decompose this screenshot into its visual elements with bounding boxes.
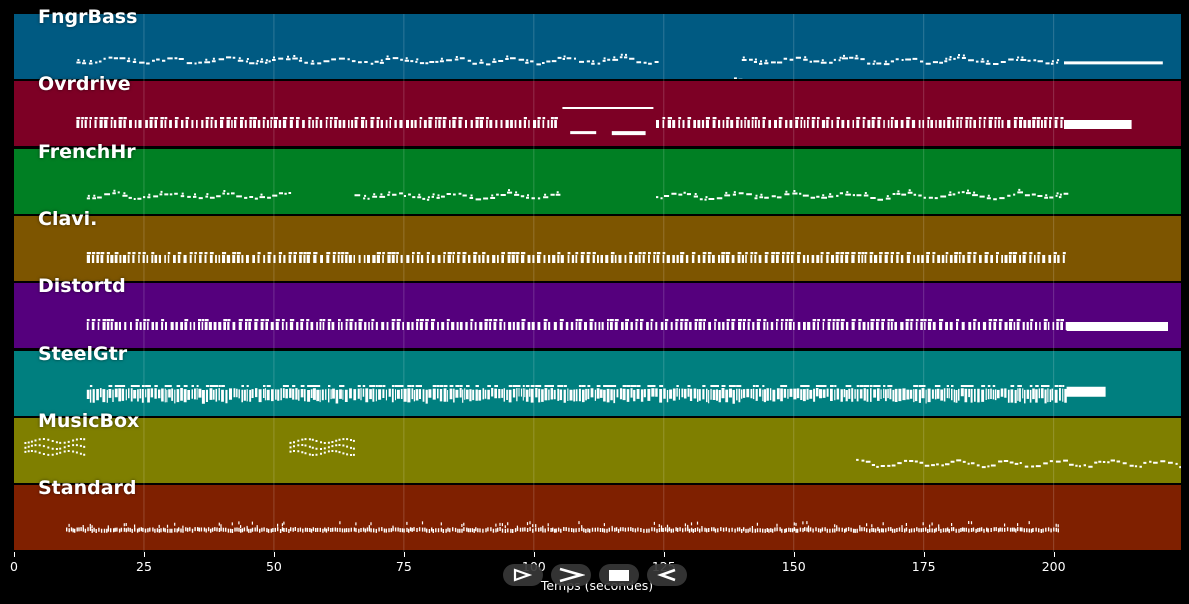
note-marks xyxy=(86,188,1069,201)
notes-layer xyxy=(86,319,1168,332)
x-tick-mark xyxy=(273,552,275,557)
note-marks xyxy=(86,319,1168,332)
track-steelgtr: SteelGtr xyxy=(14,343,1181,416)
x-tick-mark xyxy=(533,552,535,557)
track-label: FrenchHr xyxy=(38,140,136,163)
x-tick-mark xyxy=(403,552,405,557)
x-tick-mark xyxy=(923,552,925,557)
track-label: SteelGtr xyxy=(38,342,128,365)
track-label: Standard xyxy=(38,477,137,500)
x-tick-label: 75 xyxy=(395,559,412,574)
x-tick-label: 50 xyxy=(265,559,282,574)
track-label: Clavi. xyxy=(38,207,98,230)
track-distortd: Distortd xyxy=(14,275,1181,349)
note-path xyxy=(76,107,1132,136)
track-frenchhr: FrenchHr xyxy=(14,141,1181,214)
note-marks xyxy=(76,53,1163,79)
note-marks xyxy=(86,384,1106,404)
x-tick-mark xyxy=(1053,552,1055,557)
x-tick-label: 25 xyxy=(136,559,152,574)
step-back-icon xyxy=(513,568,533,582)
track-label: MusicBox xyxy=(38,409,140,432)
notes-layer xyxy=(86,384,1106,404)
notes-layer xyxy=(66,521,1059,534)
notes-layer xyxy=(86,251,1066,263)
note-path xyxy=(76,53,1163,79)
x-tick-mark xyxy=(793,552,795,557)
x-tick-label: 150 xyxy=(781,559,806,574)
prev-button[interactable] xyxy=(503,564,543,586)
note-marks xyxy=(76,107,1132,136)
track-standard: Standard xyxy=(14,477,1181,551)
notes-layer xyxy=(76,53,1163,79)
x-tick-mark xyxy=(143,552,145,557)
note-path xyxy=(86,319,1168,332)
note-path xyxy=(86,384,1106,404)
playback-controls xyxy=(503,564,687,586)
x-tick-mark xyxy=(663,552,665,557)
stop-icon xyxy=(609,570,629,581)
x-tick-label: 200 xyxy=(1041,559,1066,574)
stop-button[interactable] xyxy=(599,564,639,586)
track-musicbox: MusicBox xyxy=(14,410,1181,483)
note-path xyxy=(86,188,1069,201)
step-forward-icon xyxy=(657,568,676,582)
note-path xyxy=(86,251,1066,263)
next-button[interactable] xyxy=(647,564,687,586)
x-tick-mark xyxy=(14,552,15,557)
x-tick-label: 175 xyxy=(911,559,936,574)
note-marks xyxy=(66,521,1059,534)
notes-layer xyxy=(86,188,1069,201)
track-fngrbass: FngrBass xyxy=(14,6,1181,79)
track-clavi-: Clavi. xyxy=(14,208,1181,281)
play-button[interactable] xyxy=(551,564,591,586)
note-path xyxy=(24,437,1181,468)
track-ovrdrive: Ovrdrive xyxy=(14,73,1181,147)
play-icon xyxy=(559,567,585,583)
track-label: Ovrdrive xyxy=(38,73,131,96)
notes-layer xyxy=(76,107,1132,136)
note-marks xyxy=(24,437,1181,468)
notes-layer xyxy=(24,437,1181,468)
track-label: Distortd xyxy=(38,275,126,298)
track-label: FngrBass xyxy=(38,6,138,28)
note-marks xyxy=(86,251,1066,263)
tracks-area: FngrBass Ovrdrive FrenchHr Clavi. Distortd St… xyxy=(14,6,1181,552)
note-path xyxy=(66,521,1059,534)
x-tick-label: 0 xyxy=(10,559,18,574)
